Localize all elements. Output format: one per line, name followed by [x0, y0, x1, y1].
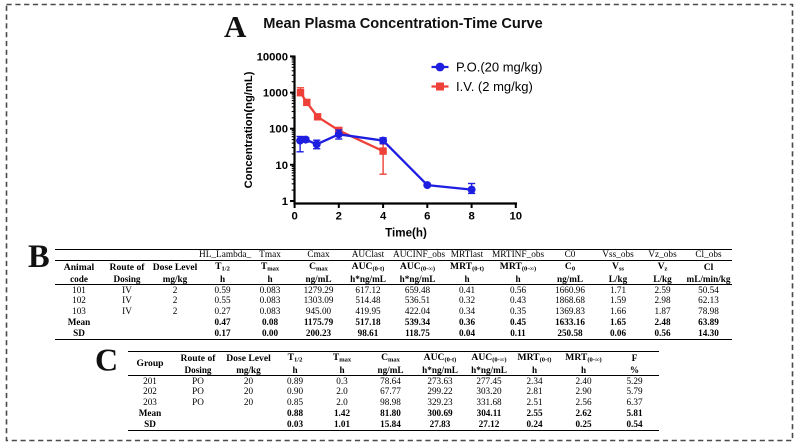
svg-text:0: 0 — [291, 211, 297, 223]
svg-text:10: 10 — [510, 211, 523, 223]
svg-text:1: 1 — [282, 196, 288, 208]
svg-text:A: A — [224, 9, 247, 44]
svg-text:Concentration(ng/mL): Concentration(ng/mL) — [243, 71, 255, 188]
svg-text:I.V. (2 mg/kg): I.V. (2 mg/kg) — [456, 79, 533, 94]
svg-text:10000: 10000 — [257, 51, 288, 63]
svg-text:Time(h): Time(h) — [385, 227, 427, 240]
svg-text:1000: 1000 — [263, 88, 288, 100]
svg-text:Mean Plasma Concentration-Time: Mean Plasma Concentration-Time Curve — [263, 16, 543, 32]
svg-text:8: 8 — [468, 211, 474, 223]
svg-text:B: B — [28, 239, 50, 275]
svg-text:10: 10 — [275, 160, 288, 172]
svg-text:C: C — [95, 342, 118, 378]
svg-text:P.O.(20 mg/kg): P.O.(20 mg/kg) — [456, 60, 542, 75]
svg-text:100: 100 — [269, 124, 288, 136]
svg-text:4: 4 — [380, 211, 387, 223]
svg-text:2: 2 — [336, 211, 342, 223]
svg-text:6: 6 — [424, 211, 430, 223]
